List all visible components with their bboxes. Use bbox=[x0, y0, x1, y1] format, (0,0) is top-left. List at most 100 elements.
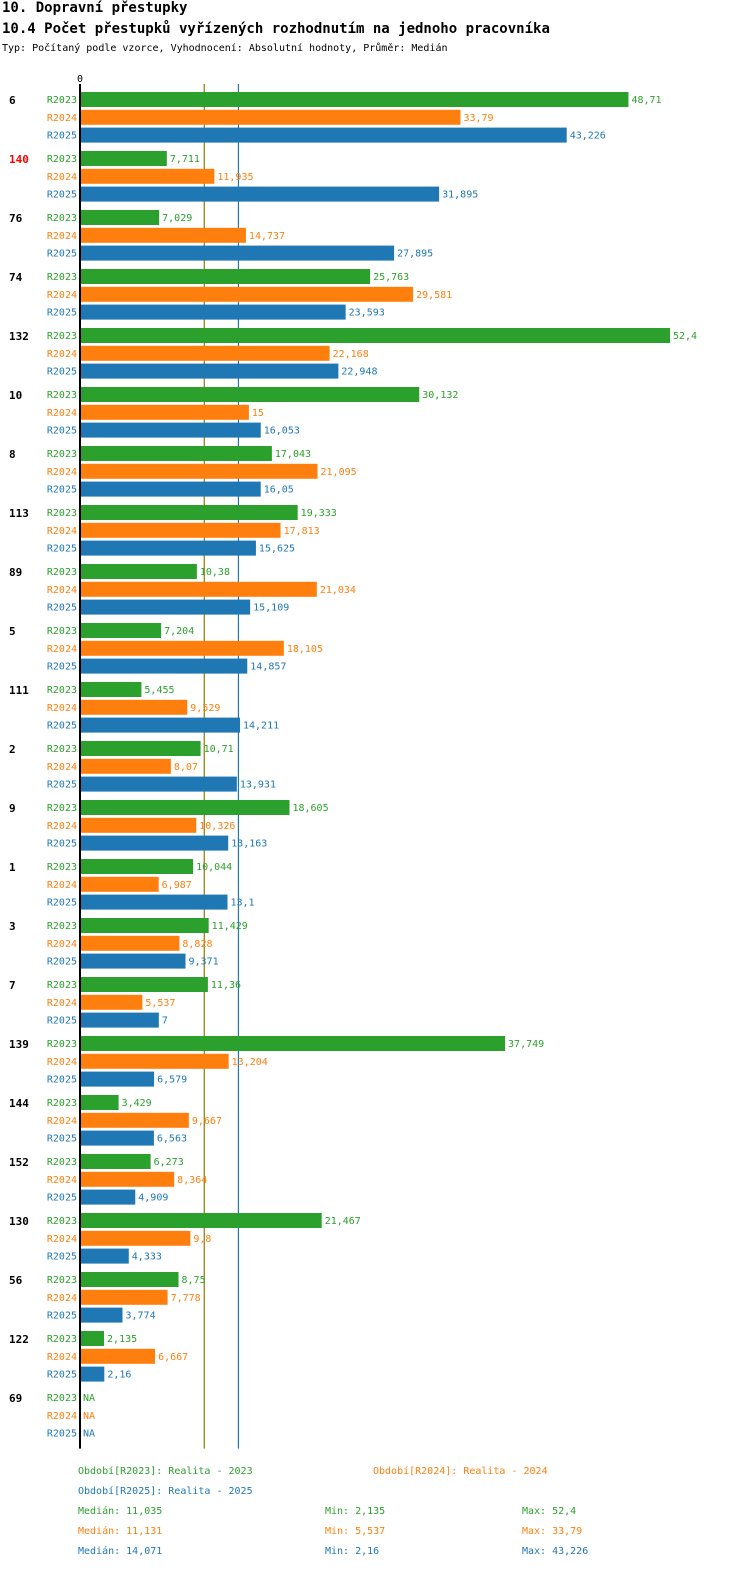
series-label: R2024 bbox=[47, 290, 77, 301]
data-label: 15,109 bbox=[253, 603, 289, 614]
stat-max-r2023: Max: 52,4 bbox=[522, 1506, 577, 1517]
data-label: 7 bbox=[162, 1016, 168, 1027]
bar-r2023 bbox=[80, 741, 201, 756]
stat-min-r2024: Min: 5,537 bbox=[325, 1526, 386, 1537]
series-label: R2024 bbox=[47, 1116, 77, 1127]
bar-r2023 bbox=[80, 446, 272, 461]
data-label: 18,105 bbox=[287, 644, 323, 655]
chart-subtitle: Typ: Počítaný podle vzorce, Vyhodnocení:… bbox=[2, 43, 448, 54]
data-label: 13,931 bbox=[240, 780, 276, 791]
data-label: 7,778 bbox=[171, 1293, 201, 1304]
series-label: R2024 bbox=[47, 1175, 77, 1186]
bar-r2025 bbox=[80, 776, 237, 792]
data-label: 5,455 bbox=[144, 685, 174, 696]
bar-r2025 bbox=[80, 304, 346, 320]
series-label: R2025 bbox=[47, 957, 77, 968]
data-label: 5,537 bbox=[145, 998, 175, 1009]
chart-title: 10.4 Počet přestupků vyřízených rozhodnu… bbox=[2, 21, 550, 37]
bar-r2025 bbox=[80, 1366, 105, 1382]
axis-zero-label: 0 bbox=[77, 74, 83, 85]
series-label: R2023 bbox=[47, 1275, 77, 1286]
bar-r2024 bbox=[80, 640, 284, 656]
bar-r2024 bbox=[80, 168, 215, 184]
data-label: 8,75 bbox=[182, 1275, 206, 1286]
bar-r2024 bbox=[80, 227, 246, 243]
data-label: 15,625 bbox=[259, 544, 295, 555]
data-label: 6,273 bbox=[154, 1157, 184, 1168]
data-label: 10,044 bbox=[196, 862, 232, 873]
data-label: 9,667 bbox=[192, 1116, 222, 1127]
series-label: R2023 bbox=[47, 95, 77, 106]
data-label: 19,333 bbox=[301, 508, 337, 519]
category-label: 7 bbox=[9, 979, 16, 992]
series-label: R2023 bbox=[47, 862, 77, 873]
bar-r2025 bbox=[80, 363, 339, 379]
series-label: R2024 bbox=[47, 113, 77, 124]
data-label: 7,029 bbox=[162, 213, 192, 224]
bar-r2025 bbox=[80, 245, 395, 261]
bar-r2024 bbox=[80, 1112, 189, 1128]
bar-r2023 bbox=[80, 1154, 151, 1169]
data-label: 10,71 bbox=[204, 744, 234, 755]
data-label: 25,763 bbox=[373, 272, 409, 283]
legend-r2023: Období[R2023]: Realita - 2023 bbox=[78, 1466, 253, 1477]
series-label: R2024 bbox=[47, 703, 77, 714]
bar-r2023 bbox=[80, 328, 670, 343]
bar-r2023 bbox=[80, 623, 162, 638]
data-label: 15 bbox=[252, 408, 264, 419]
series-label: R2025 bbox=[47, 367, 77, 378]
data-label: 8,364 bbox=[177, 1175, 207, 1186]
data-label: 10,326 bbox=[199, 821, 235, 832]
bar-r2023 bbox=[80, 859, 194, 874]
data-label: 8,828 bbox=[182, 939, 212, 950]
data-label: 21,467 bbox=[325, 1216, 361, 1227]
legend-r2025: Období[R2025]: Realita - 2025 bbox=[78, 1486, 253, 1497]
bar-r2024 bbox=[80, 994, 143, 1010]
data-label: 9,529 bbox=[190, 703, 220, 714]
series-label: R2024 bbox=[47, 467, 77, 478]
bar-r2025 bbox=[80, 1012, 159, 1028]
category-label: 56 bbox=[9, 1274, 23, 1287]
series-label: R2025 bbox=[47, 131, 77, 142]
series-label: R2023 bbox=[47, 567, 77, 578]
series-label: R2025 bbox=[47, 662, 77, 673]
series-label: R2025 bbox=[47, 1134, 77, 1145]
stat-min-r2023: Min: 2,135 bbox=[325, 1506, 386, 1517]
bar-r2025 bbox=[80, 658, 248, 674]
series-label: R2024 bbox=[47, 644, 77, 655]
series-label: R2025 bbox=[47, 1429, 77, 1440]
series-label: R2025 bbox=[47, 780, 77, 791]
data-label: 4,333 bbox=[132, 1252, 162, 1263]
category-label: 132 bbox=[9, 330, 29, 343]
bar-r2023 bbox=[80, 210, 160, 225]
bar-r2025 bbox=[80, 422, 261, 438]
bar-r2025 bbox=[80, 481, 261, 497]
category-label: 111 bbox=[9, 684, 29, 697]
stat-max-r2025: Max: 43,226 bbox=[522, 1546, 589, 1557]
bar-r2023 bbox=[80, 977, 208, 992]
bar-r2023 bbox=[80, 800, 290, 815]
category-label: 9 bbox=[9, 802, 16, 815]
series-label: R2025 bbox=[47, 1016, 77, 1027]
series-label: R2025 bbox=[47, 1311, 77, 1322]
bar-r2024 bbox=[80, 1348, 156, 1364]
data-label: 17,043 bbox=[275, 449, 311, 460]
series-label: R2024 bbox=[47, 1057, 77, 1068]
category-label: 130 bbox=[9, 1215, 29, 1228]
category-label: 69 bbox=[9, 1392, 22, 1405]
data-label: 22,948 bbox=[341, 367, 377, 378]
data-label: 13,163 bbox=[231, 839, 267, 850]
series-label: R2025 bbox=[47, 544, 77, 555]
data-label: 13,204 bbox=[232, 1057, 268, 1068]
bar-r2024 bbox=[80, 699, 188, 715]
data-label: 7,711 bbox=[170, 154, 200, 165]
data-label: 21,034 bbox=[320, 585, 356, 596]
series-label: R2023 bbox=[47, 213, 77, 224]
category-label: 6 bbox=[9, 94, 16, 107]
section-title: 10. Dopravní přestupky bbox=[2, 0, 188, 16]
series-label: R2024 bbox=[47, 1352, 77, 1363]
series-label: R2025 bbox=[47, 1370, 77, 1381]
bar-r2024 bbox=[80, 758, 171, 774]
series-label: R2024 bbox=[47, 821, 77, 832]
bar-r2023 bbox=[80, 1036, 506, 1051]
